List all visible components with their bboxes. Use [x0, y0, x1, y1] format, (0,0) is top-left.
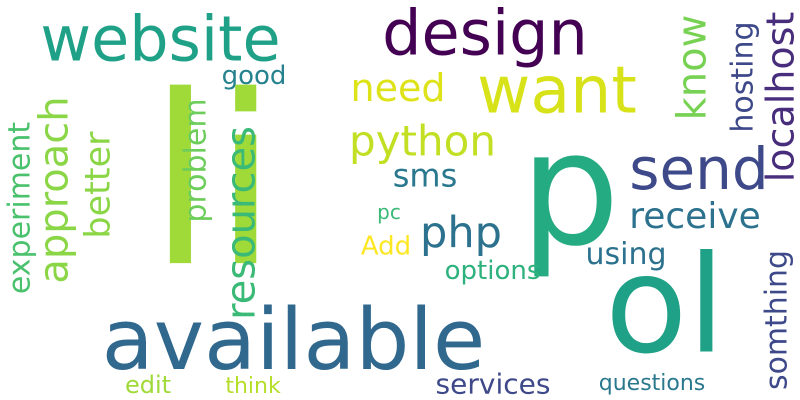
word-available: available — [101, 290, 486, 390]
word-good: good — [221, 59, 287, 91]
word-send: send — [629, 135, 769, 203]
word-better: better — [77, 131, 118, 239]
word-ol: ol — [604, 226, 726, 385]
word-know: know — [669, 14, 716, 121]
word-problem: problem — [177, 98, 213, 223]
word-li: li — [147, 45, 279, 319]
word-somthing: somthing — [758, 250, 794, 390]
word-edit: edit — [124, 371, 172, 400]
word-python: python — [349, 116, 496, 166]
word-need: need — [350, 66, 446, 111]
word-services: services — [435, 367, 551, 400]
word-php: php — [420, 207, 502, 258]
word-pc: pc — [377, 201, 401, 225]
word-questions: questions — [598, 370, 706, 396]
word-receive: receive — [629, 194, 761, 237]
word-options: options — [444, 255, 541, 286]
word-website: website — [40, 2, 281, 76]
word-p: p — [520, 97, 620, 282]
word-design: design — [382, 0, 588, 70]
word-hosting: hosting — [724, 21, 760, 133]
word-want: want — [477, 52, 637, 128]
word-using: using — [585, 237, 667, 272]
word-think: think — [225, 373, 281, 399]
word-add: Add — [360, 230, 412, 261]
word-experiment: experiment — [1, 121, 38, 295]
word-resources: resources — [218, 126, 265, 320]
word-approach: approach — [31, 96, 78, 284]
word-sms: sms — [392, 157, 458, 195]
word-localhost: localhost — [759, 11, 800, 183]
